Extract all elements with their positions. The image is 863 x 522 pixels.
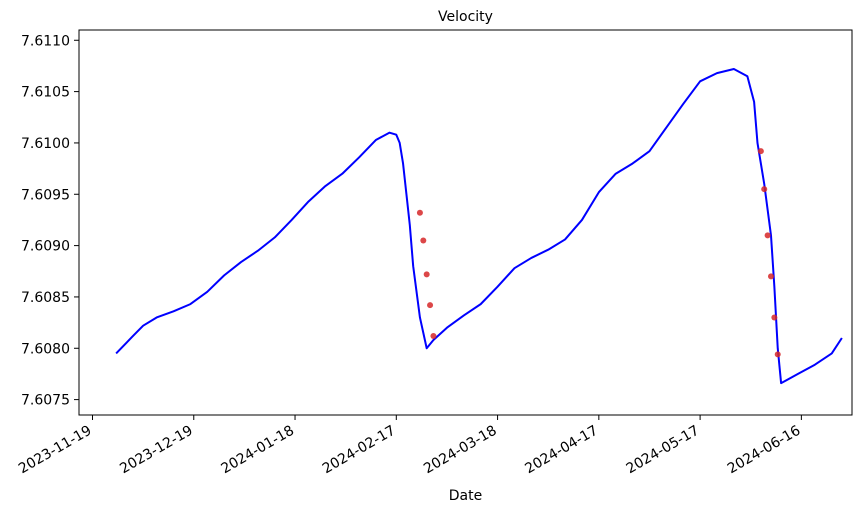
highlight-point bbox=[430, 332, 437, 339]
highlight-point bbox=[767, 273, 774, 280]
y-tick-label: 7.6110 bbox=[21, 33, 70, 49]
x-tick-label: 2023-12-19 bbox=[117, 423, 195, 478]
highlight-point bbox=[761, 186, 768, 193]
x-tick-label: 2023-11-19 bbox=[16, 423, 94, 478]
highlight-point bbox=[774, 351, 781, 358]
x-tick-label: 2024-04-17 bbox=[522, 423, 600, 478]
highlight-point bbox=[771, 314, 778, 321]
x-tick-label: 2024-01-18 bbox=[219, 423, 297, 478]
highlight-point bbox=[757, 148, 764, 155]
y-tick-label: 7.6100 bbox=[21, 136, 70, 152]
y-tick-label: 7.6090 bbox=[21, 239, 70, 255]
x-tick-label: 2024-02-17 bbox=[320, 423, 398, 478]
x-tick-label: 2024-03-18 bbox=[421, 423, 499, 478]
x-tick-label: 2024-06-16 bbox=[725, 423, 804, 478]
plot-frame bbox=[78, 29, 853, 416]
highlight-point bbox=[423, 271, 430, 278]
plot-area: 7.6075 7.6080 7.6085 7.6090 7.6095 7.6100 7.61… bbox=[16, 29, 853, 478]
x-axis-label: Date bbox=[449, 488, 482, 504]
highlight-point bbox=[420, 237, 427, 244]
highlight-point bbox=[427, 302, 434, 309]
y-tick-label: 7.6085 bbox=[21, 290, 70, 306]
y-tick-label: 7.6075 bbox=[21, 393, 70, 409]
chart-title: Velocity bbox=[438, 9, 493, 25]
x-tick-label: 2024-05-17 bbox=[624, 423, 702, 478]
y-tick-label: 7.6080 bbox=[21, 341, 70, 357]
y-tick-label: 7.6095 bbox=[21, 187, 70, 203]
velocity-line bbox=[115, 68, 843, 385]
y-tick-label: 7.6105 bbox=[21, 85, 70, 101]
highlight-point bbox=[764, 232, 771, 239]
highlight-point bbox=[416, 209, 423, 216]
